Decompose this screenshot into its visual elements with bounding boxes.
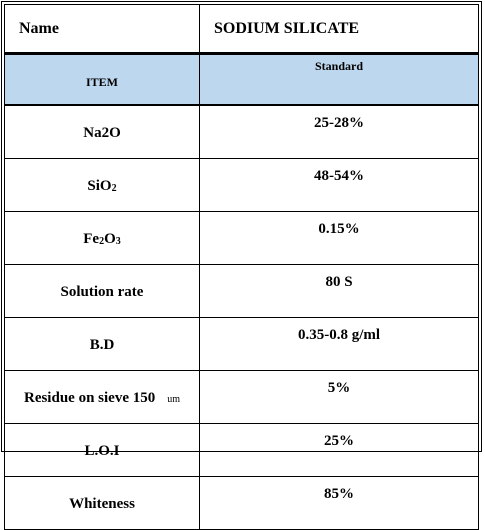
item-cell: Fe2O3 bbox=[4, 211, 200, 265]
subscript: 3 bbox=[115, 236, 121, 247]
unit-label: um bbox=[167, 394, 181, 405]
item-cell: Na2O bbox=[4, 104, 200, 159]
item-cell: Solution rate bbox=[4, 264, 200, 318]
product-name: SODIUM SILICATE bbox=[199, 4, 479, 53]
item-cell: B.D bbox=[4, 317, 200, 371]
standard-cell: 0.35-0.8 g/ml bbox=[199, 317, 479, 371]
item-text: Residue on sieve 150 bbox=[23, 390, 156, 406]
item-cell: SiO2 bbox=[4, 158, 200, 212]
standard-cell: 85% bbox=[199, 476, 479, 530]
header-standard: Standard bbox=[199, 53, 479, 106]
item-cell: L.O.I bbox=[4, 423, 200, 477]
name-row: Name SODIUM SILICATE bbox=[4, 4, 479, 53]
subscript: 2 bbox=[111, 183, 117, 194]
item-text: O bbox=[104, 231, 116, 247]
standard-cell: 25% bbox=[199, 423, 479, 477]
spec-table: Name SODIUM SILICATE bbox=[4, 4, 479, 53]
header-item: ITEM bbox=[4, 53, 200, 106]
table-row: Whiteness 85% bbox=[4, 476, 479, 530]
standard-cell: 5% bbox=[199, 370, 479, 424]
header-row: ITEM Standard bbox=[4, 53, 479, 106]
table-row: SiO2 48-54% bbox=[4, 158, 479, 212]
table-row: Na2O 25-28% bbox=[4, 104, 479, 159]
table-row: Fe2O3 0.15% bbox=[4, 211, 479, 265]
item-cell: Residue on sieve 150 um bbox=[4, 370, 200, 424]
standard-cell: 25-28% bbox=[199, 104, 479, 159]
name-label: Name bbox=[4, 4, 200, 53]
standard-cell: 0.15% bbox=[199, 211, 479, 265]
item-text: SiO bbox=[87, 178, 112, 194]
table-row: Solution rate 80 S bbox=[4, 264, 479, 318]
item-cell: Whiteness bbox=[4, 476, 200, 530]
table-row: Residue on sieve 150 um 5% bbox=[4, 370, 479, 424]
table-row: L.O.I 25% bbox=[4, 423, 479, 477]
standard-cell: 80 S bbox=[199, 264, 479, 318]
subscript: 2 bbox=[99, 236, 105, 247]
table-row: B.D 0.35-0.8 g/ml bbox=[4, 317, 479, 371]
standard-cell: 48-54% bbox=[199, 158, 479, 212]
item-text: Fe bbox=[83, 231, 100, 247]
spec-grid: ITEM Standard Na2O 25-28% SiO2 48-54% Fe… bbox=[4, 53, 479, 530]
